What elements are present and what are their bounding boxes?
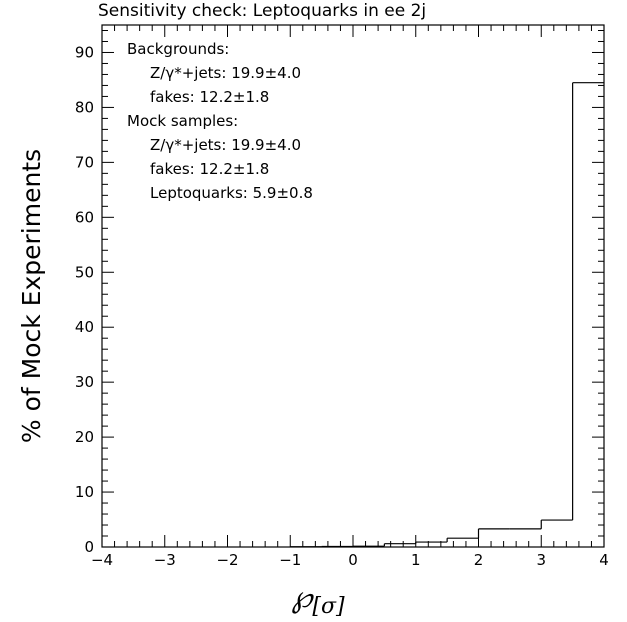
legend-annotation-line: Z/γ*+jets: 19.9±4.0	[150, 136, 301, 154]
x-tick-label: 4	[599, 551, 609, 569]
y-tick-label: 80	[75, 98, 94, 116]
legend-annotation-line: fakes: 12.2±1.8	[150, 160, 269, 178]
x-tick-label: 1	[411, 551, 421, 569]
x-tick-label: −4	[91, 551, 113, 569]
x-tick-label: −2	[216, 551, 238, 569]
y-tick-label: 60	[75, 208, 94, 226]
x-axis-label: ℘[σ]	[291, 580, 345, 619]
y-tick-label: 30	[75, 373, 94, 391]
legend-annotation-line: Leptoquarks: 5.9±0.8	[150, 184, 313, 202]
y-tick-label: 70	[75, 153, 94, 171]
y-tick-label: 0	[84, 538, 94, 556]
x-tick-label: −1	[279, 551, 301, 569]
x-tick-label: 3	[536, 551, 546, 569]
histogram-bars	[289, 82, 604, 548]
plot-frame	[101, 24, 605, 548]
legend-annotation-line: Backgrounds:	[127, 40, 229, 58]
y-tick-label: 40	[75, 318, 94, 336]
legend-annotation-line: Z/γ*+jets: 19.9±4.0	[150, 64, 301, 82]
chart-title: Sensitivity check: Leptoquarks in ee 2j	[98, 1, 426, 21]
legend-annotations: Backgrounds: Z/γ*+jets: 19.9±4.0 fakes: 12…	[127, 40, 313, 202]
y-axis-label: % of Mock Experiments	[17, 149, 46, 443]
y-tick-label: 90	[75, 43, 94, 61]
x-axis-label-subscript: [σ]	[312, 594, 345, 619]
y-tick-label: 50	[75, 263, 94, 281]
x-tick-label: 0	[348, 551, 358, 569]
x-tick-label: −3	[154, 551, 176, 569]
x-axis-label-main: ℘	[291, 580, 314, 615]
y-tick-label: 10	[75, 483, 94, 501]
y-tick-label: 20	[75, 428, 94, 446]
legend-annotation-line: fakes: 12.2±1.8	[150, 88, 269, 106]
legend-annotation-line: Mock samples:	[127, 112, 238, 130]
x-tick-label: 2	[474, 551, 484, 569]
